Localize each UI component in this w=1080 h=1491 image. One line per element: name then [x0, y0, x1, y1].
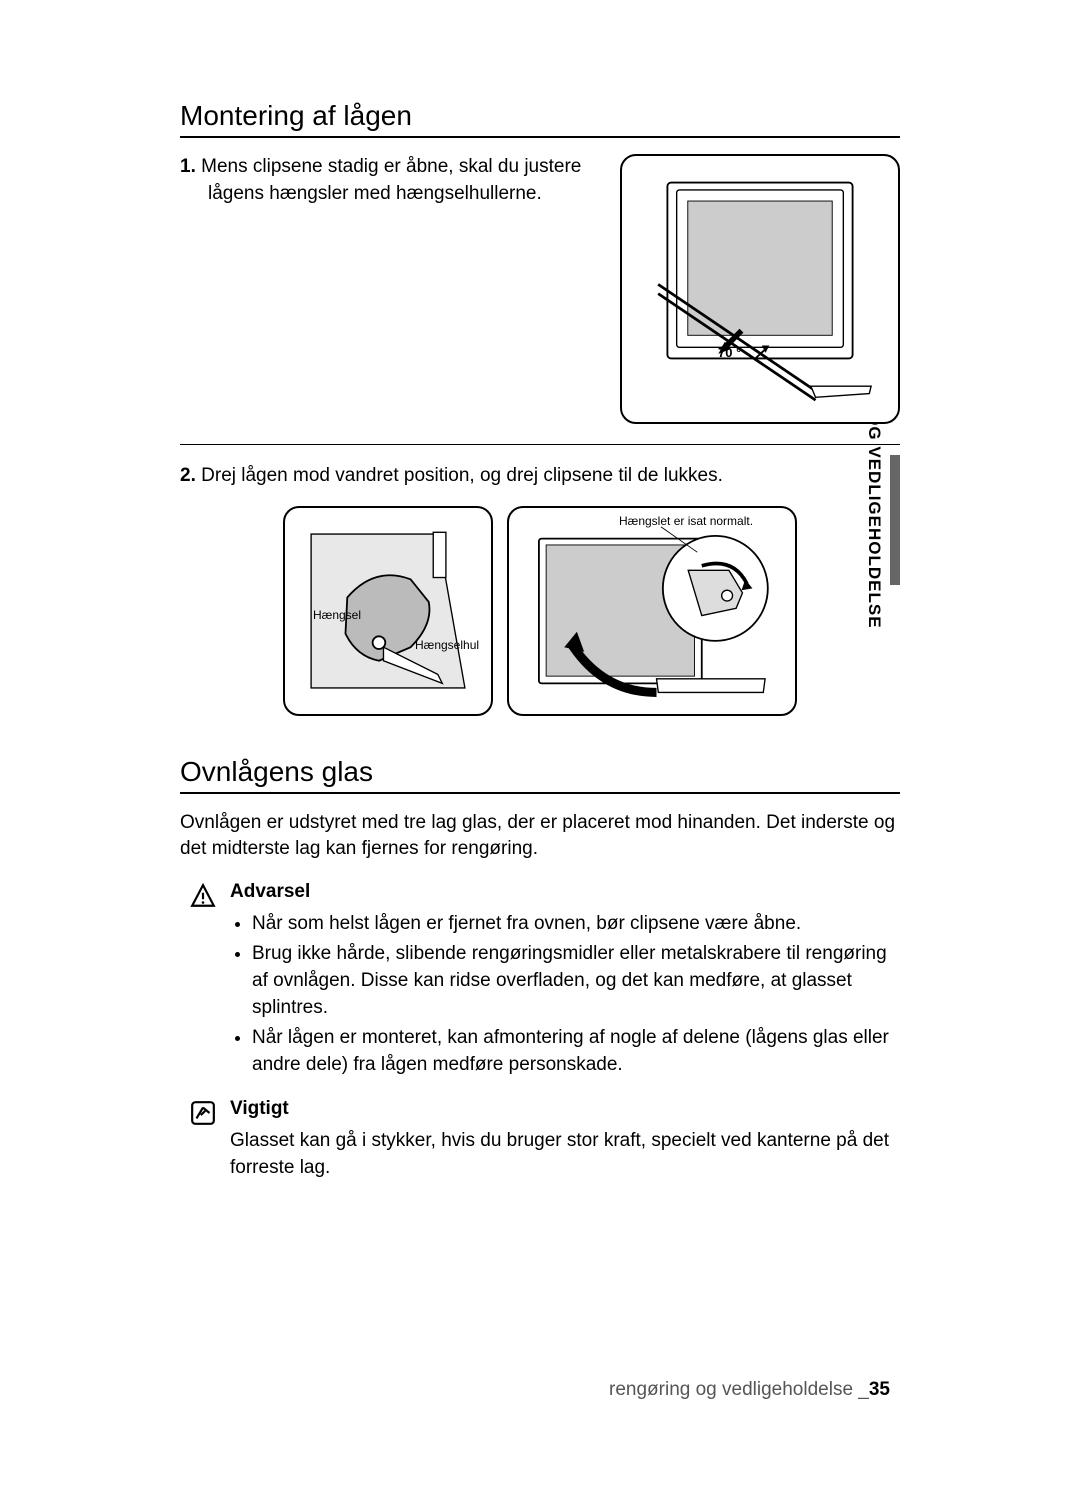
note-callout: Vigtigt Glasset kan gå i stykker, hvis d…: [180, 1098, 900, 1185]
step2-text: 2. Drej lågen mod vandret position, og d…: [180, 463, 900, 490]
note-body: Vigtigt Glasset kan gå i stykker, hvis d…: [230, 1098, 900, 1185]
note-text: Glasset kan gå i stykker, hvis du bruger…: [230, 1128, 900, 1181]
step1-figure: 70 °: [620, 154, 900, 424]
warning-item: Når lågen er monteret, kan afmontering a…: [252, 1025, 900, 1078]
page-footer: rengøring og vedligeholdelse _35: [609, 1379, 890, 1401]
hinge-normal-label: Hængslet er isat normalt.: [619, 514, 753, 528]
step1-body: Mens clipsene stadig er åbne, skal du ju…: [201, 156, 581, 204]
oven-door-insert-illustration: [630, 164, 890, 414]
hinge-close-illustration: [517, 516, 787, 706]
footer-section: rengøring og vedligeholdelse _: [609, 1379, 869, 1400]
note-title: Vigtigt: [230, 1098, 900, 1120]
note-icon: [190, 1100, 216, 1126]
page-content: Montering af lågen 1. Mens clipsene stad…: [0, 0, 1080, 1302]
hinge-close-figure: Hængslet er isat normalt.: [507, 506, 797, 716]
section2-title: Ovnlågens glas: [180, 756, 900, 794]
step-divider: [180, 444, 900, 445]
section2-intro: Ovnlågen er udstyret med tre lag glas, d…: [180, 810, 900, 863]
hinge-hole-label: Hængselhul: [415, 638, 479, 652]
step2-row: 2. Drej lågen mod vandret position, og d…: [180, 463, 900, 716]
warning-icon: [190, 883, 216, 909]
warning-callout: Advarsel Når som helst lågen er fjernet …: [180, 881, 900, 1083]
section1-title: Montering af lågen: [180, 100, 900, 138]
footer-page-number: 35: [869, 1379, 890, 1400]
warning-item: Brug ikke hårde, slibende rengøringsmidl…: [252, 941, 900, 1021]
step2-figures: Hængsel Hængselhul Hængslet er: [180, 506, 900, 716]
step2-body: Drej lågen mod vandret position, og drej…: [201, 465, 723, 486]
step1-number: 1.: [180, 156, 196, 177]
step1-row: 1. Mens clipsene stadig er åbne, skal du…: [180, 154, 900, 424]
warning-item: Når som helst lågen er fjernet fra ovnen…: [252, 911, 900, 938]
angle-label: 70 °: [718, 345, 741, 360]
warning-body: Advarsel Når som helst lågen er fjernet …: [230, 881, 900, 1083]
hinge-label: Hængsel: [313, 608, 361, 622]
step2-number: 2.: [180, 465, 196, 486]
warning-title: Advarsel: [230, 881, 900, 903]
hinge-detail-figure: Hængsel Hængselhul: [283, 506, 493, 716]
warning-list: Når som helst lågen er fjernet fra ovnen…: [230, 911, 900, 1079]
step1-text: 1. Mens clipsene stadig er åbne, skal du…: [180, 154, 600, 207]
